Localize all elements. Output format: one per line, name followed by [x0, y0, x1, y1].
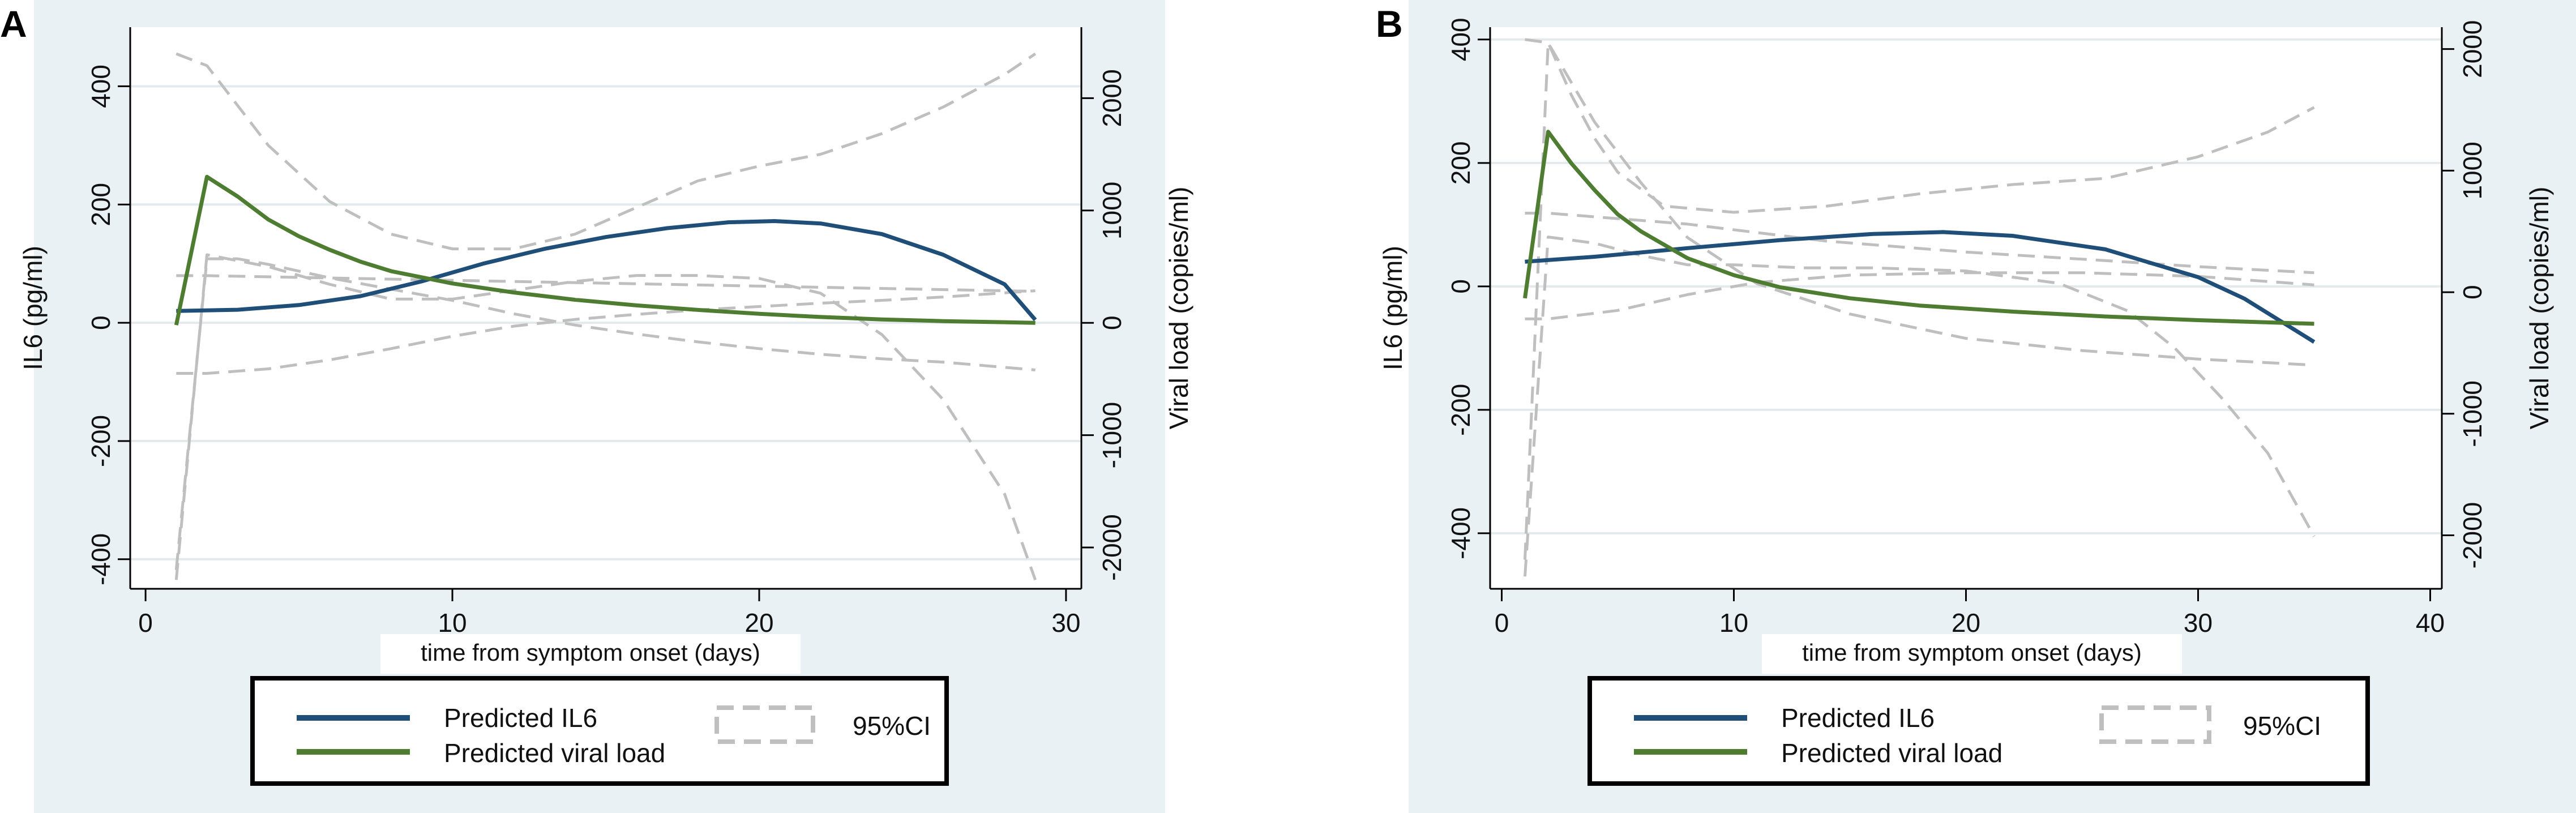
panel-label: A — [0, 3, 27, 45]
plot-area — [130, 27, 1081, 589]
x-tick-label: 40 — [2416, 608, 2445, 637]
y-right-tick-label: 0 — [1097, 315, 1127, 330]
series-line — [174, 174, 1035, 326]
ci-line — [1525, 38, 2315, 214]
x-tick-label: 10 — [1719, 608, 1748, 637]
y-right-tick-label: -1000 — [2458, 380, 2487, 447]
y-left-tick-label: 200 — [86, 183, 115, 226]
legend-box — [250, 676, 949, 786]
legend-ci-label: 95%CI — [853, 711, 931, 741]
ci-line — [1525, 212, 2314, 275]
y-right-tick-label: 1000 — [1097, 182, 1127, 239]
panel-label: B — [1376, 3, 1403, 45]
x-axis-title-box — [380, 634, 801, 674]
x-axis-title-box — [1762, 634, 2182, 674]
legend-viral-label: Predicted viral load — [1781, 738, 2002, 768]
y-left-tick-label: -200 — [1446, 384, 1475, 436]
x-tick-label: 0 — [1495, 608, 1509, 637]
y-right-axis-title: Viral load (copies/ml) — [2524, 187, 2554, 430]
x-tick-label: 10 — [438, 608, 467, 637]
y-left-tick-label: 400 — [86, 65, 115, 108]
legend-il6-label: Predicted IL6 — [444, 703, 597, 733]
legend-ci-swatch — [714, 705, 815, 744]
x-tick-label: 20 — [744, 608, 773, 637]
y-left-tick-label: -400 — [86, 533, 115, 585]
series-line — [176, 219, 1037, 322]
ci-line — [174, 257, 1035, 570]
y-right-tick-label: -2000 — [1097, 514, 1127, 581]
y-left-tick-label: 0 — [86, 315, 115, 330]
panel-b: B0 10 20 30 40-400-2000200400-2000-100001000… — [1376, 0, 2576, 813]
y-left-tick-label: -400 — [1446, 507, 1475, 559]
y-right-tick-label: -1000 — [1097, 402, 1127, 469]
y-right-tick-label: 0 — [2458, 285, 2487, 299]
y-right-tick-label: -2000 — [2458, 502, 2487, 569]
y-left-axis-title: IL6 (pg/ml) — [1378, 246, 1407, 370]
x-tick-label: 0 — [138, 608, 153, 637]
legend-il6-label: Predicted IL6 — [1781, 703, 1935, 733]
x-axis-title: time from symptom onset (days) — [421, 639, 760, 666]
panel-a: A0 10 20 30-400-2000200400-2000-10000100020… — [0, 0, 1193, 813]
series-line — [1525, 230, 2316, 344]
ci-line — [174, 253, 1037, 581]
series-line — [1523, 130, 2314, 326]
y-right-tick-label: 2000 — [1097, 69, 1127, 127]
y-left-tick-label: 0 — [1446, 279, 1475, 294]
ci-line — [1524, 41, 2314, 560]
y-left-tick-label: -200 — [86, 415, 115, 467]
legend-box — [1587, 676, 2370, 786]
ci-line — [1524, 236, 2316, 577]
y-right-tick-label: 2000 — [2458, 20, 2487, 78]
legend-ci-label: 95%CI — [2243, 711, 2321, 741]
legend-viral-label: Predicted viral load — [444, 738, 665, 768]
x-tick-label: 30 — [1051, 608, 1080, 637]
ci-line — [176, 52, 1037, 251]
legend-ci-swatch — [2099, 705, 2211, 744]
y-right-tick-label: 1000 — [2458, 142, 2487, 199]
x-tick-label: 30 — [2184, 608, 2213, 637]
x-axis-title: time from symptom onset (days) — [1802, 639, 2142, 666]
ci-line — [176, 289, 1035, 375]
y-right-axis-title: Viral load (copies/ml) — [1164, 187, 1193, 430]
y-left-axis-title: IL6 (pg/ml) — [18, 246, 48, 370]
ci-line — [1525, 271, 2314, 320]
x-tick-label: 20 — [1952, 608, 1980, 637]
y-left-tick-label: 400 — [1446, 18, 1475, 61]
y-left-tick-label: 200 — [1446, 141, 1475, 185]
